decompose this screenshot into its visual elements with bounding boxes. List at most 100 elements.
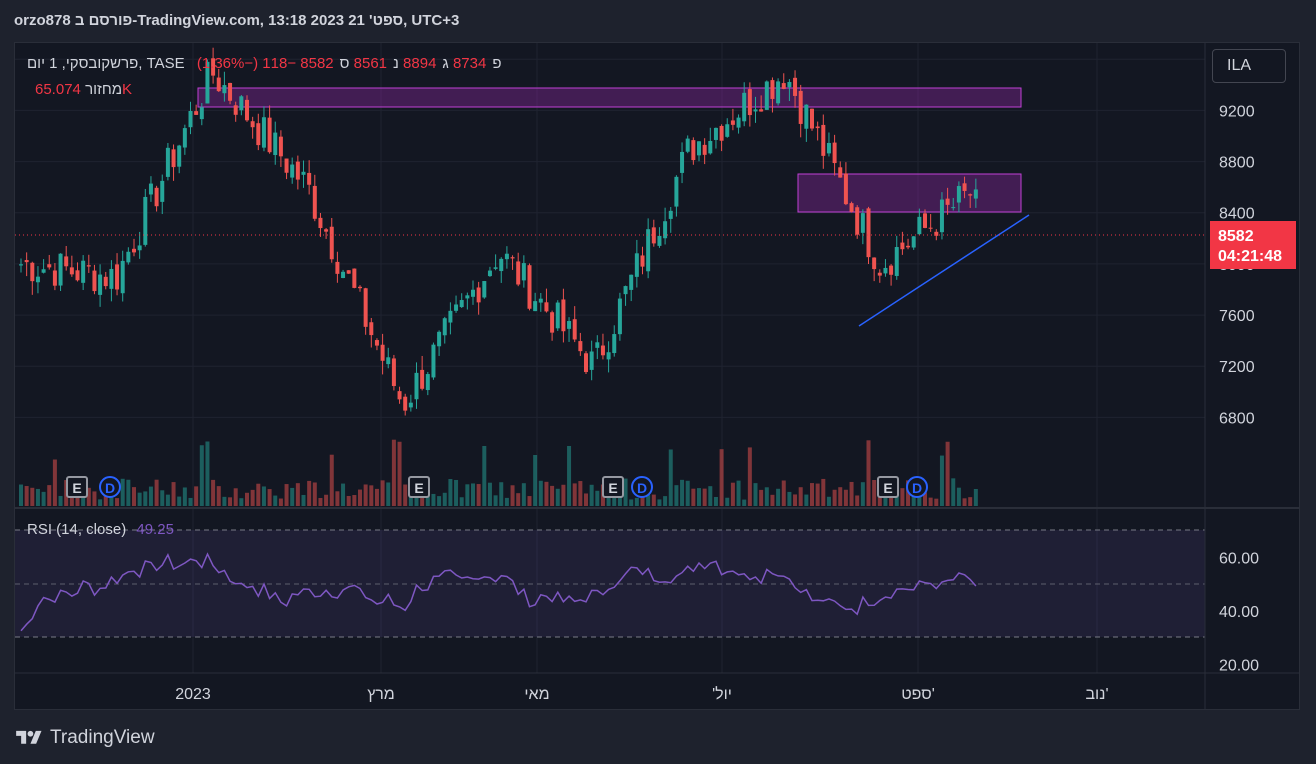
earnings-badge[interactable]: E [877,476,899,498]
candle-body [307,172,312,185]
candle-body [742,92,747,122]
volume-bar [312,482,317,506]
volume-bar [770,494,775,506]
candle-body [92,270,97,292]
candle-body [482,281,487,298]
candle-body [736,117,741,128]
candle-body [222,85,227,94]
volume-bar [216,486,221,506]
candle-body [194,111,199,115]
symbol-label[interactable]: פרשקובסקי, 1 יום, TASE [27,55,185,72]
dividend-badge[interactable]: D [99,476,121,498]
candle-body [143,196,148,245]
volume-bar [674,485,679,506]
candle-body [301,171,306,175]
rsi-value: 49.25 [136,521,174,538]
volume-bar [798,487,803,506]
candle-body [363,288,368,327]
volume-bar [194,486,199,506]
volume-bar [629,499,634,506]
volume-bar [160,490,165,506]
volume-bar [81,492,86,506]
ascending-trendline[interactable] [858,214,1030,327]
volume-bar [877,494,882,506]
candle-body [352,268,357,288]
earnings-badge[interactable]: E [602,476,624,498]
ohlc-legend: פרשקובסקי, 1 יום, TASE פ 8734 ג 8894 נ 8561… [27,55,501,72]
volume-bar [764,487,769,506]
candle-body [527,265,532,309]
volume-bar [437,496,442,506]
dividend-badge[interactable]: D [906,476,928,498]
chart-canvas[interactable]: 68007200760080008400880092009600 20.0040… [15,43,1300,710]
volume-bar [92,491,97,506]
candle-body [369,322,374,336]
volume-bar [804,494,809,506]
candle-body [318,217,323,229]
candle-body [324,229,329,232]
tradingview-logo-icon [16,730,42,744]
candle-body [64,256,69,267]
volume-bar [199,445,204,506]
resistance-zone-top[interactable] [197,87,1022,108]
candle-body [493,267,498,269]
volume-bar [86,487,91,506]
volume-bar [222,496,227,506]
candle-body [256,123,261,146]
candle-body [804,104,809,129]
candle-body [713,127,718,140]
volume-bar [284,484,289,506]
resistance-zone-mid[interactable] [797,173,1022,213]
rsi-label[interactable]: RSI (14, close) [27,521,127,538]
volume-bar [98,499,103,506]
volume-bar [30,487,35,506]
volume-bar [69,492,74,506]
candle-body [109,268,114,289]
candle-body [335,261,340,274]
volume-bar [725,497,730,506]
open-value: 8734 [452,55,487,72]
volume-bar [759,489,764,506]
earnings-badge[interactable]: E [408,476,430,498]
chart-frame[interactable]: 68007200760080008400880092009600 20.0040… [14,42,1300,710]
candle-body [697,141,701,156]
volume-bar [448,479,453,506]
candle-body [504,253,509,260]
candle-body [646,229,651,272]
candle-body [442,318,447,336]
volume-bar [397,441,402,506]
candle-body [69,267,74,275]
candle-body [431,344,436,378]
candle-body [24,260,29,263]
rsi-legend: RSI (14, close) 49.25 [27,521,174,538]
volume-bar [35,488,40,506]
volume-bar [742,499,747,506]
volume-bar [154,479,159,506]
volume-bar [550,485,555,506]
candle-body [177,145,182,167]
volume-bar [685,480,690,506]
currency-button[interactable]: ILA [1212,49,1286,83]
low-key: נ [393,55,399,72]
candle-body [674,176,679,207]
volume-label[interactable]: מחזור [85,81,122,98]
candle-body [623,286,628,295]
candle-body [137,245,142,251]
last-price-tag[interactable]: 8582 04:21:48 [1210,221,1296,269]
volume-bar [815,483,820,506]
candle-body [30,262,35,282]
price-tick-label: 7600 [1219,308,1255,325]
time-tick-label: נוב' [1085,686,1108,703]
volume-bar [787,491,792,506]
close-value: 8582 [300,55,334,72]
candle-body [629,274,634,290]
candle-body [437,331,442,347]
candle-body [951,207,956,209]
candle-body [211,58,216,76]
volume-bar [143,491,148,506]
time-tick-label: 2023 [175,686,211,703]
earnings-badge[interactable]: E [66,476,88,498]
volume-bar [973,489,978,506]
candle-body [617,298,622,335]
dividend-badge[interactable]: D [631,476,653,498]
